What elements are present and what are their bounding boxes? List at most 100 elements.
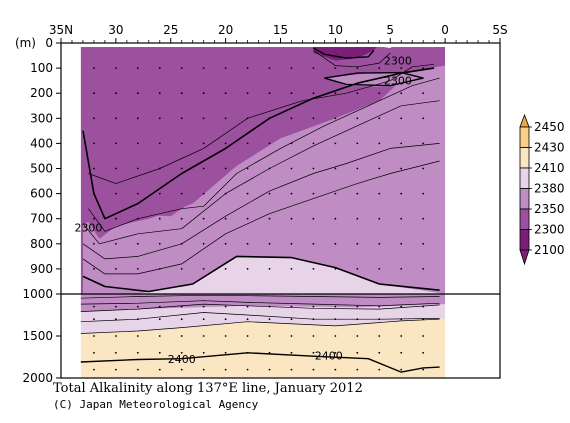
station-dot [114,351,117,354]
station-dot [290,192,293,195]
station-dot [158,351,161,354]
station-dot [400,67,403,69]
contour-line-1 [88,77,440,232]
station-dot [312,192,315,195]
station-dot [93,368,95,371]
y-tick-label: 900 [30,262,53,276]
fill-band-2300-2350-mid [83,65,446,294]
station-dot [93,167,95,170]
station-dot [422,268,425,270]
station-dot [93,117,95,120]
station-dot [378,242,381,245]
station-dot [136,335,139,337]
station-dot [290,167,293,170]
station-dot [312,318,315,321]
station-dot [356,242,359,245]
station-dot [93,268,95,270]
colorbar-top-arrow [519,113,530,128]
station-dot [114,117,117,120]
station-dot [356,351,359,354]
station-dot [400,268,403,270]
station-dot [246,368,249,371]
station-dot [246,318,249,321]
station-dot [246,242,249,245]
station-dot [422,142,425,145]
y-tick-label: 100 [30,61,53,75]
station-dot [180,192,183,195]
station-dot [400,217,403,220]
contour-line-5 [82,255,440,293]
x-tick-label: 5 [386,23,394,37]
station-dot [268,305,271,308]
station-dot [356,305,359,308]
station-dot [136,318,139,321]
station-dot [378,335,381,337]
fill-band-2300-surface [80,44,446,239]
station-dot [93,217,95,220]
colorbar-level-label: 2380 [534,182,565,196]
y-tick-label: 300 [30,111,53,125]
station-dot [246,305,249,308]
colorbar-level-label: 2430 [534,141,565,155]
station-dot [334,351,337,354]
station-dot [378,67,381,69]
station-dot [246,335,249,337]
station-dot [378,192,381,195]
station-dot [334,368,337,371]
station-dot [246,167,249,170]
station-dot [158,167,161,170]
station-dot [356,217,359,220]
contour-line-2 [82,100,440,245]
station-dot [93,142,95,145]
station-dot [224,92,227,95]
station-dot [378,305,381,308]
station-dot [334,67,337,69]
station-dot [400,351,403,354]
station-dot [93,67,95,69]
station-dot [400,318,403,321]
x-tick-label: 30 [108,23,123,37]
contour-label: 2300 [384,55,412,68]
station-dot [158,92,161,95]
fill-band-2350-2380-top [137,256,446,294]
station-dot [224,335,227,337]
station-dot [180,242,183,245]
station-dot [224,351,227,354]
station-dot [202,305,205,308]
x-tick-label: 35N [49,23,73,37]
y-tick-label: 1500 [22,329,53,343]
station-dot [246,192,249,195]
station-dot [136,142,139,145]
station-dot [422,242,425,245]
contour-line-0 [82,67,435,220]
station-dot [312,217,315,220]
station-dot [268,142,271,145]
station-dot [224,167,227,170]
station-dot [136,192,139,195]
station-dot [114,167,117,170]
y-axis-unit-label: (m) [15,36,36,50]
station-dot [290,92,293,95]
station-dot [158,142,161,145]
station-dot [202,242,205,245]
station-dot [224,67,227,69]
fill-band-2100-core-north [313,44,380,61]
station-dot [334,142,337,145]
station-dot [136,351,139,354]
station-dot [356,167,359,170]
contour-label: 2400 [315,350,343,363]
station-dot [290,117,293,120]
station-dot [136,67,139,69]
station-dot [136,368,139,371]
x-tick-label: 0 [441,23,449,37]
station-dot [202,351,205,354]
contour-line-9 [313,50,391,68]
contour-label: 2300 [74,221,102,234]
station-dot [180,92,183,95]
colorbar-level-label: 2300 [534,223,565,237]
station-dot [158,217,161,220]
station-dot [290,368,293,371]
station-dot [268,167,271,170]
contour-labels: 2300 2300 2300 2400 2400 [74,55,412,367]
